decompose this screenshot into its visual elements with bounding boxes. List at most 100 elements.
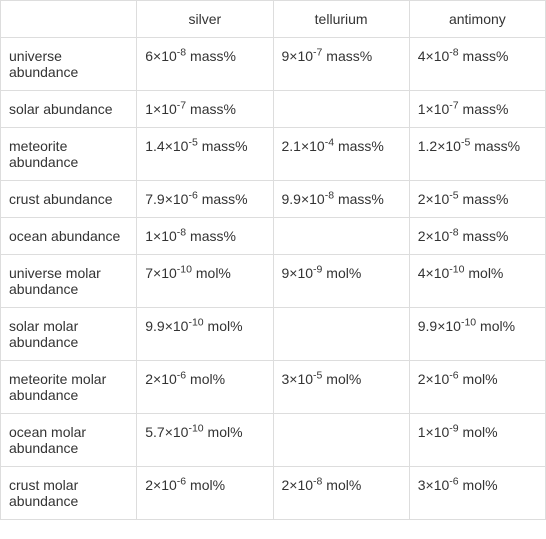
table-row: solar molar abundance9.9×10-10 mol%9.9×1… bbox=[1, 308, 546, 361]
times-symbol: ×10 bbox=[426, 228, 450, 244]
data-cell: 7×10-10 mol% bbox=[137, 255, 273, 308]
times-symbol: ×10 bbox=[153, 477, 177, 493]
coefficient: 3 bbox=[418, 477, 426, 493]
times-symbol: ×10 bbox=[289, 48, 313, 64]
table-body: universe abundance6×10-8 mass%9×10-7 mas… bbox=[1, 38, 546, 520]
row-label: solar molar abundance bbox=[1, 308, 137, 361]
data-cell: 9.9×10-10 mol% bbox=[409, 308, 545, 361]
coefficient: 2.1 bbox=[282, 138, 301, 154]
unit: mol% bbox=[322, 477, 361, 493]
table-row: solar abundance1×10-7 mass%1×10-7 mass% bbox=[1, 91, 546, 128]
unit: mol% bbox=[459, 371, 498, 387]
data-cell: 3×10-5 mol% bbox=[273, 361, 409, 414]
coefficient: 2 bbox=[418, 228, 426, 244]
data-cell: 1×10-8 mass% bbox=[137, 218, 273, 255]
exponent: -4 bbox=[325, 136, 334, 148]
data-cell: 7.9×10-6 mass% bbox=[137, 181, 273, 218]
unit: mol% bbox=[322, 265, 361, 281]
times-symbol: ×10 bbox=[426, 477, 450, 493]
exponent: -8 bbox=[449, 46, 458, 58]
unit: mol% bbox=[186, 371, 225, 387]
unit: mass% bbox=[198, 138, 248, 154]
times-symbol: ×10 bbox=[426, 424, 450, 440]
data-cell: 1×10-7 mass% bbox=[409, 91, 545, 128]
coefficient: 1 bbox=[145, 101, 153, 117]
times-symbol: ×10 bbox=[153, 101, 177, 117]
times-symbol: ×10 bbox=[165, 318, 189, 334]
coefficient: 6 bbox=[145, 48, 153, 64]
table-row: universe abundance6×10-8 mass%9×10-7 mas… bbox=[1, 38, 546, 91]
header-silver: silver bbox=[137, 1, 273, 38]
coefficient: 9.9 bbox=[418, 318, 437, 334]
data-cell: 2×10-6 mol% bbox=[137, 467, 273, 520]
coefficient: 2 bbox=[418, 371, 426, 387]
exponent: -6 bbox=[449, 369, 458, 381]
unit: mass% bbox=[459, 48, 509, 64]
times-symbol: ×10 bbox=[437, 138, 461, 154]
table-row: universe molar abundance7×10-10 mol%9×10… bbox=[1, 255, 546, 308]
row-label: solar abundance bbox=[1, 91, 137, 128]
coefficient: 7 bbox=[145, 265, 153, 281]
coefficient: 1 bbox=[418, 424, 426, 440]
unit: mass% bbox=[459, 191, 509, 207]
exponent: -9 bbox=[449, 422, 458, 434]
data-cell: 9×10-9 mol% bbox=[273, 255, 409, 308]
data-cell: 1×10-9 mol% bbox=[409, 414, 545, 467]
exponent: -8 bbox=[177, 46, 186, 58]
table-row: ocean molar abundance5.7×10-10 mol%1×10-… bbox=[1, 414, 546, 467]
times-symbol: ×10 bbox=[153, 48, 177, 64]
exponent: -10 bbox=[177, 263, 192, 275]
coefficient: 2 bbox=[145, 477, 153, 493]
coefficient: 5.7 bbox=[145, 424, 164, 440]
table-row: meteorite abundance1.4×10-5 mass%2.1×10-… bbox=[1, 128, 546, 181]
times-symbol: ×10 bbox=[153, 371, 177, 387]
times-symbol: ×10 bbox=[153, 265, 177, 281]
table-row: meteorite molar abundance2×10-6 mol%3×10… bbox=[1, 361, 546, 414]
row-label: universe abundance bbox=[1, 38, 137, 91]
exponent: -6 bbox=[188, 189, 197, 201]
row-label: crust abundance bbox=[1, 181, 137, 218]
abundance-table: silver tellurium antimony universe abund… bbox=[0, 0, 546, 520]
coefficient: 2 bbox=[145, 371, 153, 387]
data-cell bbox=[273, 218, 409, 255]
unit: mol% bbox=[186, 477, 225, 493]
exponent: -10 bbox=[449, 263, 464, 275]
times-symbol: ×10 bbox=[301, 138, 325, 154]
unit: mass% bbox=[459, 228, 509, 244]
row-label: meteorite abundance bbox=[1, 128, 137, 181]
data-cell: 9×10-7 mass% bbox=[273, 38, 409, 91]
unit: mol% bbox=[459, 424, 498, 440]
times-symbol: ×10 bbox=[165, 138, 189, 154]
exponent: -8 bbox=[325, 189, 334, 201]
header-blank bbox=[1, 1, 137, 38]
table-row: ocean abundance1×10-8 mass%2×10-8 mass% bbox=[1, 218, 546, 255]
exponent: -5 bbox=[313, 369, 322, 381]
data-cell: 2×10-8 mass% bbox=[409, 218, 545, 255]
table-row: crust molar abundance2×10-6 mol%2×10-8 m… bbox=[1, 467, 546, 520]
exponent: -7 bbox=[449, 99, 458, 111]
unit: mol% bbox=[459, 477, 498, 493]
data-cell: 6×10-8 mass% bbox=[137, 38, 273, 91]
unit: mol% bbox=[204, 318, 243, 334]
data-cell: 1×10-7 mass% bbox=[137, 91, 273, 128]
exponent: -8 bbox=[177, 226, 186, 238]
coefficient: 7.9 bbox=[145, 191, 164, 207]
unit: mol% bbox=[192, 265, 231, 281]
exponent: -5 bbox=[461, 136, 470, 148]
times-symbol: ×10 bbox=[426, 371, 450, 387]
header-tellurium: tellurium bbox=[273, 1, 409, 38]
data-cell: 2×10-6 mol% bbox=[137, 361, 273, 414]
unit: mass% bbox=[322, 48, 372, 64]
data-cell: 4×10-10 mol% bbox=[409, 255, 545, 308]
unit: mass% bbox=[186, 48, 236, 64]
data-cell: 9.9×10-10 mol% bbox=[137, 308, 273, 361]
unit: mol% bbox=[464, 265, 503, 281]
row-label: ocean molar abundance bbox=[1, 414, 137, 467]
data-cell: 9.9×10-8 mass% bbox=[273, 181, 409, 218]
times-symbol: ×10 bbox=[289, 477, 313, 493]
exponent: -8 bbox=[313, 475, 322, 487]
coefficient: 1 bbox=[418, 101, 426, 117]
row-label: universe molar abundance bbox=[1, 255, 137, 308]
data-cell: 2×10-5 mass% bbox=[409, 181, 545, 218]
row-label: ocean abundance bbox=[1, 218, 137, 255]
